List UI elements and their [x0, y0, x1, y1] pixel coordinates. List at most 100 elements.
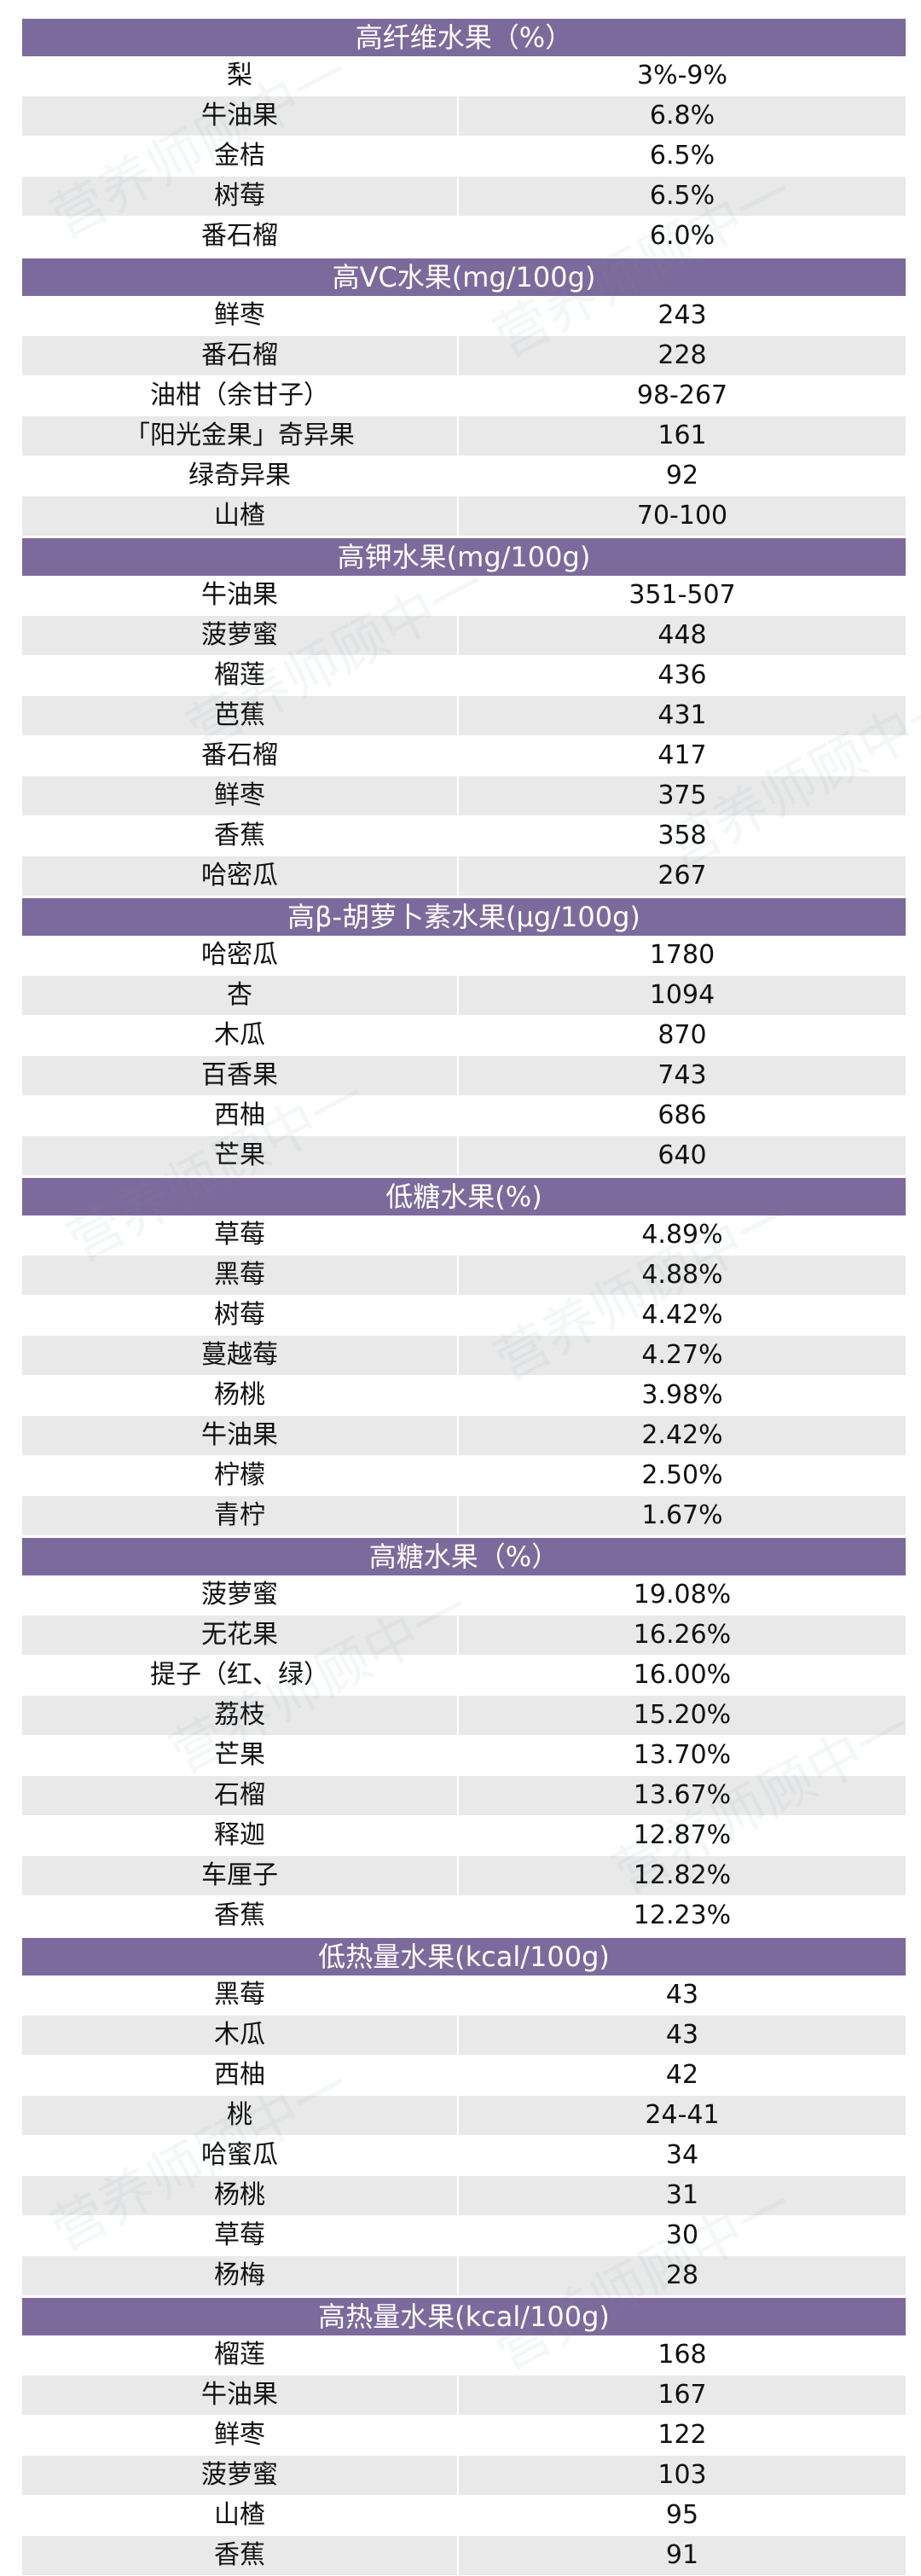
table-row: 榴莲 436	[22, 656, 906, 696]
table-row: 油柑（余甘子） 98-267	[22, 376, 906, 416]
fruit-name: 木瓜	[22, 1016, 459, 1055]
section-header: 高β-胡萝卜素水果(μg/100g)	[22, 898, 906, 936]
table-row: 桃 24-41	[22, 2096, 906, 2136]
table-row: 哈蜜瓜 34	[22, 2136, 906, 2176]
fruit-name: 山楂	[22, 2496, 459, 2535]
fruit-value: 686	[657, 1100, 707, 1130]
fruit-name: 蔓越莓	[22, 1336, 459, 1375]
fruit-name: 荔枝	[22, 1696, 459, 1735]
table-row: 青柠 1.67%	[22, 1496, 906, 1536]
fruit-name: 鲜枣	[22, 776, 459, 815]
fruit-value: 19.08%	[633, 1580, 732, 1610]
fruit-name: 树莓	[22, 1296, 459, 1335]
table-row: 杨梅 28	[22, 2256, 906, 2296]
table-row: 番石榴 6.0%	[22, 217, 906, 257]
fruit-name: 菠萝蜜	[22, 1575, 459, 1615]
table-row: 哈密瓜 1780	[22, 936, 906, 976]
fruit-value: 43	[665, 2020, 699, 2050]
table-row: 芒果 13.70%	[22, 1736, 906, 1776]
fruit-name: 芒果	[22, 1136, 459, 1175]
fruit-name: 梨	[22, 56, 459, 96]
fruit-name: 绿奇异果	[22, 456, 459, 496]
fruit-name: 黑莓	[22, 1256, 459, 1295]
fruit-name: 牛油果	[22, 96, 459, 136]
fruit-name: 西柚	[22, 1096, 459, 1135]
section-header: 高VC水果(mg/100g)	[22, 258, 906, 296]
fruit-name: 「阳光金果」奇异果	[22, 416, 459, 455]
table-row: 无花果 16.26%	[22, 1616, 906, 1656]
fruit-value: 1094	[649, 980, 715, 1010]
table-row: 车厘子 12.82%	[22, 1856, 906, 1896]
fruit-name: 杏	[22, 976, 459, 1015]
fruit-name: 哈密瓜	[22, 936, 459, 975]
fruit-value: 870	[657, 1020, 707, 1050]
table-row: 石榴 13.67%	[22, 1776, 906, 1816]
fruit-value: 4.88%	[641, 1260, 723, 1290]
fruit-value: 375	[657, 780, 707, 810]
fruit-value: 42	[665, 2060, 699, 2090]
fruit-value: 6.5%	[649, 181, 715, 211]
fruit-value: 6.0%	[649, 221, 715, 251]
fruit-value: 431	[657, 700, 707, 730]
table-row: 杨桃 31	[22, 2176, 906, 2216]
fruit-value: 6.8%	[649, 101, 715, 131]
fruit-value: 34	[665, 2140, 699, 2170]
table-row: 山楂 70-100	[22, 496, 906, 537]
fruit-name: 番石榴	[22, 217, 459, 256]
fruit-name: 香蕉	[22, 1896, 459, 1935]
fruit-name: 牛油果	[22, 576, 459, 615]
table-row: 木瓜 870	[22, 1016, 906, 1056]
table-row: 草莓 4.89%	[22, 1215, 906, 1256]
fruit-value: 31	[665, 2180, 699, 2210]
table-row: 柠檬 2.50%	[22, 1456, 906, 1496]
fruit-value: 168	[657, 2340, 707, 2370]
table-row: 百香果 743	[22, 1056, 906, 1096]
fruit-name: 百香果	[22, 1056, 459, 1095]
table-row: 番石榴 228	[22, 336, 906, 376]
table-row: 菠萝蜜 103	[22, 2456, 906, 2496]
table-row: 西柚 686	[22, 1096, 906, 1136]
fruit-name: 无花果	[22, 1616, 459, 1655]
fruit-name: 牛油果	[22, 2376, 459, 2415]
fruit-value: 15.20%	[633, 1700, 732, 1730]
section-header: 高糖水果（%）	[22, 1538, 906, 1575]
section-header: 高热量水果(kcal/100g)	[22, 2298, 906, 2335]
fruit-name: 桃	[22, 2096, 459, 2135]
fruit-value: 358	[657, 821, 707, 850]
fruit-name: 牛油果	[22, 1416, 459, 1455]
table-row: 山楂 95	[22, 2496, 906, 2536]
table-row: 「阳光金果」奇异果 161	[22, 416, 906, 456]
fruit-name: 树莓	[22, 177, 459, 216]
fruit-value: 3.98%	[641, 1380, 723, 1410]
table-row: 梨 3%-9%	[22, 56, 906, 96]
nutrition-table: 高纤维水果（%）梨 3%-9% 牛油果 6.8% 金桔 6.5% 树莓 6.5% 番石榴 6.0%…	[22, 17, 906, 2576]
fruit-name: 哈密瓜	[22, 856, 459, 896]
fruit-name: 草莓	[22, 2216, 459, 2255]
fruit-value: 122	[657, 2420, 707, 2450]
table-row: 杨桃 3.98%	[22, 1376, 906, 1416]
fruit-value: 30	[665, 2220, 699, 2250]
table-row: 荔枝 15.20%	[22, 1696, 906, 1736]
fruit-name: 青柠	[22, 1496, 459, 1535]
fruit-name: 榴莲	[22, 2335, 459, 2375]
fruit-name: 柠檬	[22, 1456, 459, 1495]
table-row: 西柚 42	[22, 2056, 906, 2096]
fruit-name: 山楂	[22, 496, 459, 536]
table-row: 树莓 4.42%	[22, 1296, 906, 1336]
fruit-name: 香蕉	[22, 816, 459, 856]
table-row: 牛油果 6.8%	[22, 96, 906, 136]
fruit-value: 12.82%	[633, 1860, 732, 1890]
fruit-value: 24-41	[645, 2100, 720, 2130]
fruit-value: 95	[665, 2500, 699, 2530]
fruit-value: 161	[657, 421, 707, 450]
fruit-value: 91	[665, 2540, 699, 2570]
fruit-value: 12.23%	[633, 1900, 732, 1930]
fruit-name: 西柚	[22, 2056, 459, 2095]
section-header: 高钾水果(mg/100g)	[22, 538, 906, 576]
fruit-value: 436	[657, 660, 707, 690]
fruit-value: 16.00%	[633, 1660, 732, 1690]
fruit-value: 267	[657, 861, 707, 891]
fruit-value: 228	[657, 340, 707, 370]
table-row: 香蕉 358	[22, 816, 906, 856]
fruit-value: 4.27%	[641, 1340, 723, 1370]
